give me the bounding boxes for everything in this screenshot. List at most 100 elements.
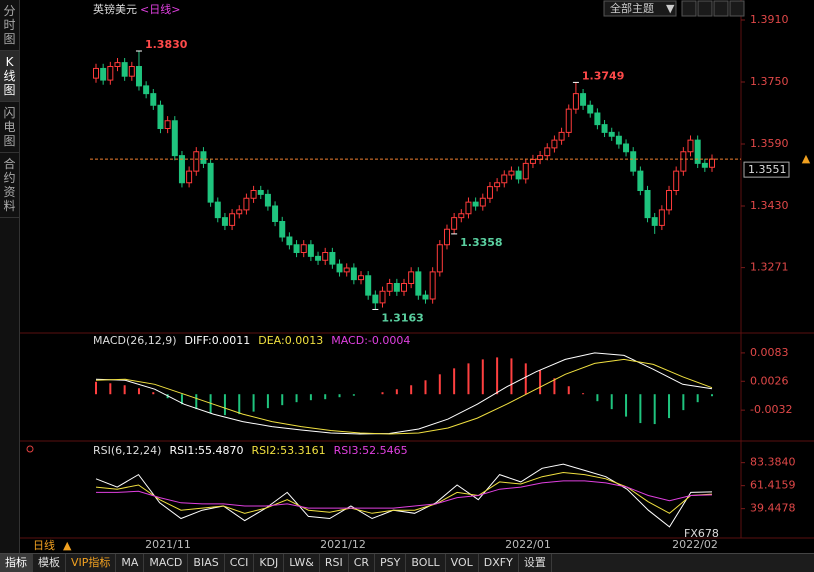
indicator-line [95,358,713,435]
candle-body [658,209,665,226]
candle-body [207,162,214,203]
candle-body [623,143,630,153]
candle-body [350,267,357,281]
sidebar-tab[interactable]: 分时图 [0,0,19,51]
candle-body [150,93,157,106]
candle-body [221,217,228,226]
candle-body [236,209,243,215]
candle-body [286,236,293,246]
candle-body [315,255,322,261]
y-tick-label: 83.3840 [750,456,796,469]
last-price-label: 1.3551 [748,163,787,176]
candle-body [264,193,271,207]
candle-body [93,67,99,79]
theme-button[interactable] [603,0,677,17]
candle-body [465,201,472,215]
icon-button[interactable] [681,0,697,17]
candle-body [673,170,680,192]
x-tick-label: 2021/11 [145,538,191,551]
toolbar-tab[interactable]: VIP指标 [66,554,117,572]
background [0,0,814,553]
candle-body [651,217,658,226]
candle-body [486,186,493,199]
candle-body [401,283,407,292]
annotation-label: 1.3830 [145,38,188,51]
candle-body [429,271,436,300]
chart-subtitle: <日线> [140,2,180,16]
toolbar-tab[interactable]: BOLL [406,554,446,572]
toolbar-tab[interactable]: PSY [375,554,407,572]
candle-body [551,139,558,149]
candle-body [443,228,450,246]
legend-entry: DIFF:0.0011 [185,334,251,347]
icon-button[interactable] [713,0,729,17]
candle-body [508,170,515,176]
period-label[interactable]: 日线 [33,538,55,552]
candle-body [121,62,128,77]
toolbar-tab[interactable]: 设置 [519,554,552,572]
x-tick-label: 2022/02 [672,538,718,551]
candle-body [214,201,221,219]
candle-body [250,190,257,199]
candle-body [522,162,529,180]
candle-body [293,244,300,254]
toolbar-tab[interactable]: VOL [446,554,479,572]
candle-body [408,271,415,285]
toolbar-tab[interactable]: MA [116,554,145,572]
toolbar-tab[interactable]: CR [349,554,376,572]
icon-button[interactable] [697,0,713,17]
sidebar-tab[interactable]: 闪电图 [0,102,19,153]
icon-button[interactable] [729,0,745,17]
candle-body [666,190,673,211]
candle-body [114,62,121,68]
candle-body [709,158,715,168]
toolbar-tab[interactable]: DXFY [479,554,519,572]
legend-entry: RSI1:55.4870 [169,444,243,457]
toolbar-tab[interactable]: RSI [320,554,349,572]
toolbar-tab[interactable]: MACD [144,554,189,572]
watermark: FX678 [684,527,719,540]
candle-body [100,67,107,81]
candle-body [143,85,150,95]
y-tick-label: 61.4159 [750,479,796,492]
theme-button-label[interactable]: 全部主题 [610,1,654,15]
legend-entry: DEA:0.0013 [258,334,323,347]
candle-body [565,108,572,133]
candle-body [393,283,400,292]
period-arrow[interactable]: ▲ [63,539,72,552]
sidebar-tab[interactable]: 合约资料 [0,153,19,218]
candle-body [680,151,687,172]
candle-body [322,252,329,261]
y-tick-label: 39.4478 [750,502,796,515]
sidebar-tab[interactable]: K线图 [0,51,19,102]
candle-body [472,201,479,207]
toolbar-tab[interactable]: 模板 [33,554,66,572]
candle-body [229,213,236,226]
sidebar: 分时图 K线图 闪电图 合约资料 [0,0,20,553]
candle-body [529,159,536,164]
legend-entry: RSI2:53.3161 [252,444,326,457]
candle-body [171,120,178,157]
candle-body [594,112,601,126]
toolbar-tab[interactable]: 指标 [0,554,33,572]
candle-body [300,244,307,254]
y-tick-label: 1.3430 [750,199,789,212]
dropdown-arrow[interactable]: ▼ [666,2,675,15]
candle-body [272,205,279,223]
y-tick-label: -0.0032 [750,403,792,416]
candle-body [637,170,644,192]
y-tick-label: 1.3271 [750,261,789,274]
toolbar-tab[interactable]: CCI [225,554,255,572]
indicator-icon [26,445,34,453]
candle-body [128,66,135,77]
toolbar-tab[interactable]: KDJ [254,554,285,572]
candle-body [451,217,458,230]
candle-body [479,197,486,207]
toolbar-tab[interactable]: BIAS [188,554,225,572]
toolbar-tab[interactable]: LW& [284,554,320,572]
candle-body [365,275,372,296]
annotation-label: 1.3163 [381,311,423,324]
chart: 英镑美元 <日线> 全部主题 ▼ ▲ 日线 ▲ FX678 1.3910 1.37… [0,0,814,553]
candle-body [580,93,587,106]
